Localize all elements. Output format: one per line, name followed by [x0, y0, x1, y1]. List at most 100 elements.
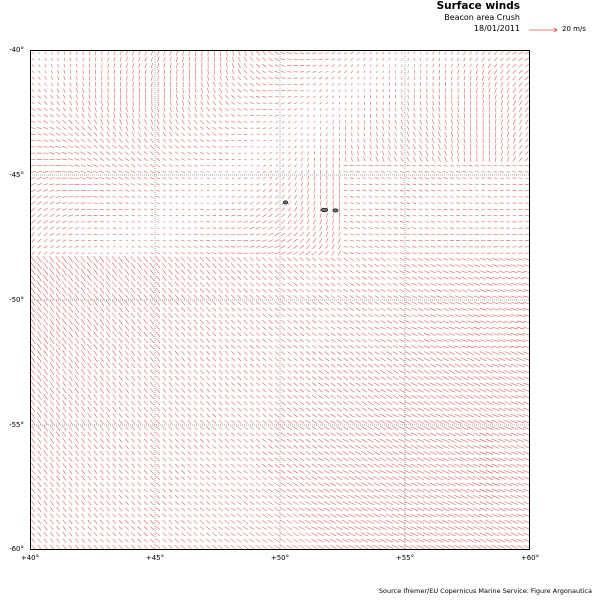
- wind-arrow: [373, 544, 381, 549]
- wind-arrow: [250, 146, 254, 148]
- wind-arrow: [361, 295, 367, 299]
- wind-arrow: [193, 151, 198, 155]
- wind-arrow: [206, 350, 211, 356]
- wind-arrow: [362, 189, 367, 192]
- wind-arrow: [138, 69, 141, 75]
- wind-arrow: [49, 412, 54, 419]
- wind-arrow: [169, 221, 172, 223]
- wind-arrow: [226, 50, 228, 56]
- wind-arrow: [169, 196, 173, 198]
- wind-arrow: [411, 307, 418, 311]
- wind-arrow: [381, 189, 386, 192]
- wind-arrow: [230, 451, 236, 456]
- wind-arrow: [30, 182, 36, 186]
- wind-arrow: [262, 326, 267, 330]
- wind-arrow: [168, 363, 173, 368]
- wind-arrow: [368, 183, 373, 186]
- wind-arrow: [188, 208, 191, 210]
- wind-arrow: [68, 394, 73, 400]
- wind-arrow: [268, 482, 274, 487]
- wind-arrow: [118, 350, 123, 356]
- wind-arrow: [55, 287, 61, 294]
- wind-arrow: [405, 270, 411, 274]
- wind-arrow: [106, 513, 111, 518]
- wind-arrow: [137, 519, 142, 524]
- wind-arrow: [118, 151, 123, 156]
- wind-arrow: [250, 152, 254, 154]
- wind-arrow: [149, 356, 154, 362]
- wind-arrow: [392, 501, 400, 505]
- wind-arrow: [162, 202, 166, 204]
- wind-arrow: [49, 387, 55, 394]
- wind-arrow: [305, 445, 311, 449]
- wind-arrow: [143, 451, 148, 456]
- wind-arrow: [326, 120, 328, 124]
- wind-arrow: [300, 188, 303, 193]
- wind-arrow: [31, 456, 36, 463]
- wind-arrow: [388, 58, 391, 61]
- wind-arrow: [393, 221, 398, 223]
- wind-arrow: [268, 369, 273, 374]
- wind-arrow: [31, 431, 36, 438]
- wind-arrow: [68, 368, 73, 375]
- wind-arrow: [149, 532, 154, 537]
- wind-arrow: [405, 351, 411, 355]
- wind-arrow: [87, 356, 92, 363]
- wind-arrow: [305, 420, 311, 424]
- wind-arrow: [338, 231, 341, 238]
- wind-arrow: [124, 381, 129, 387]
- wind-arrow: [43, 107, 48, 112]
- wind-arrow: [162, 532, 167, 537]
- wind-arrow: [405, 326, 411, 330]
- wind-arrow: [156, 196, 160, 198]
- wind-arrow: [81, 456, 86, 462]
- wind-arrow: [404, 507, 412, 512]
- wind-arrow: [131, 488, 136, 493]
- wind-arrow: [99, 325, 105, 332]
- wind-arrow: [137, 189, 142, 192]
- wind-arrow: [187, 132, 192, 137]
- wind-arrow: [368, 177, 373, 179]
- wind-arrow: [300, 127, 303, 130]
- wind-arrow: [124, 419, 129, 425]
- wind-arrow: [174, 519, 179, 524]
- wind-arrow: [319, 101, 322, 105]
- wind-arrow: [374, 276, 380, 280]
- wind-arrow: [231, 407, 236, 412]
- wind-arrow: [344, 95, 347, 99]
- wind-arrow: [332, 95, 335, 99]
- wind-arrow: [369, 70, 372, 74]
- wind-arrow: [156, 183, 160, 186]
- legend: 20 m/s: [528, 24, 598, 36]
- wind-arrow: [86, 293, 92, 301]
- wind-arrow: [419, 57, 422, 61]
- wind-arrow: [74, 469, 79, 475]
- wind-arrow: [118, 293, 123, 300]
- wind-arrow: [398, 507, 406, 512]
- wind-arrow: [187, 325, 192, 331]
- wind-arrow: [306, 108, 310, 111]
- wind-arrow: [149, 425, 154, 431]
- wind-arrow: [37, 107, 42, 111]
- wind-arrow: [224, 319, 229, 324]
- wind-arrow: [329, 507, 337, 512]
- wind-arrow: [137, 356, 142, 362]
- wind-arrow: [224, 363, 229, 368]
- wind-arrow: [355, 438, 362, 443]
- map-title: Surface winds: [436, 0, 520, 12]
- wind-arrow: [212, 252, 217, 255]
- wind-arrow: [354, 488, 362, 493]
- wind-arrow: [280, 526, 287, 531]
- wind-arrow: [187, 300, 192, 306]
- wind-arrow: [418, 208, 423, 211]
- wind-arrow: [49, 525, 54, 531]
- wind-arrow: [367, 426, 374, 430]
- wind-arrow: [317, 532, 324, 537]
- wind-arrow: [399, 202, 404, 204]
- wind-arrow: [418, 233, 423, 236]
- wind-arrow: [354, 482, 362, 487]
- wind-arrow: [187, 419, 192, 424]
- wind-arrow: [391, 532, 400, 537]
- wind-arrow: [281, 102, 285, 104]
- wind-arrow: [374, 301, 380, 305]
